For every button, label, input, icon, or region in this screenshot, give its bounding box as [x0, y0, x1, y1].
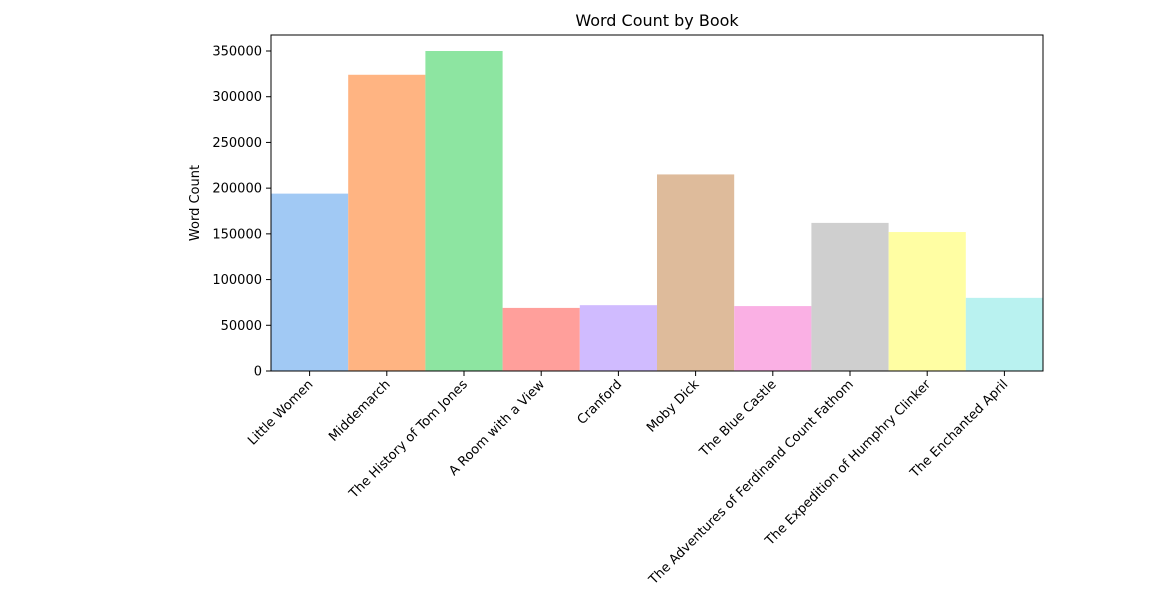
chart-title: Word Count by Book [575, 11, 739, 30]
bar [425, 51, 503, 371]
y-tick-label: 200000 [212, 182, 262, 197]
x-tick-label: The Blue Castle [696, 377, 779, 460]
x-tick-label: Cranford [575, 377, 626, 428]
bars-layer [271, 51, 1043, 372]
y-tick-label: 350000 [212, 45, 262, 60]
x-tick-label: Little Women [245, 377, 316, 448]
bar [348, 74, 426, 372]
bar [579, 305, 657, 371]
x-tick-label: The Expedition of Humphry Clinker [762, 377, 935, 550]
bar [734, 306, 812, 371]
y-tick-label: 100000 [212, 273, 262, 288]
bar [271, 193, 349, 371]
bar [811, 222, 889, 371]
bar [965, 297, 1043, 371]
y-tick-label: 250000 [212, 136, 262, 151]
bar [657, 174, 735, 371]
y-tick-label: 300000 [212, 90, 262, 105]
y-tick-label: 0 [254, 365, 262, 380]
bar [888, 232, 966, 371]
y-tick-label: 150000 [212, 227, 262, 242]
bar [502, 307, 580, 371]
y-axis: 0 50000 100000 150000 200000 250000 300000 3500… [212, 45, 271, 380]
plot-area-frame [270, 34, 1044, 372]
y-tick-label: 50000 [221, 319, 262, 334]
x-tick-label: Middemarch [326, 377, 393, 444]
y-axis-label: Word Count [188, 165, 203, 241]
x-tick-label: Moby Dick [644, 377, 703, 436]
